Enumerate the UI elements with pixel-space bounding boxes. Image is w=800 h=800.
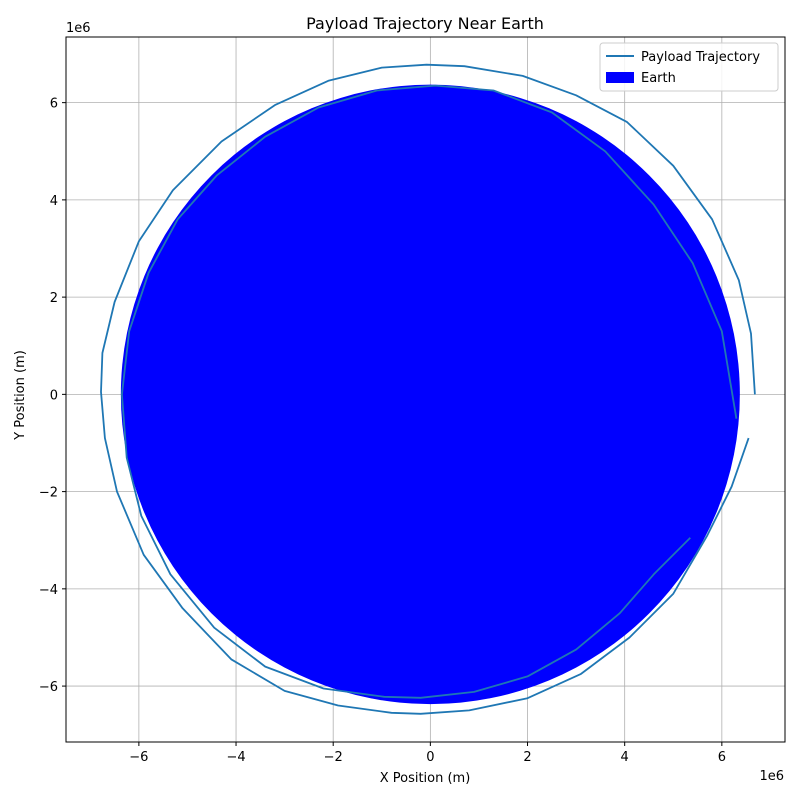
y-tick-label: −2 <box>39 486 58 501</box>
legend-label-payload-trajectory: Payload Trajectory <box>641 50 760 65</box>
y-tick-label: 2 <box>50 291 58 306</box>
legend-box <box>599 42 779 92</box>
plot-content <box>100 63 756 715</box>
y-tick-label: −4 <box>39 583 58 598</box>
plot-area: −6 −4 −2 0 2 4 6 −6 −4 −2 0 2 4 6 <box>39 36 786 765</box>
y-tick-label: 0 <box>50 388 58 403</box>
x-tick-label: −2 <box>324 750 343 765</box>
y-axis-label: Y Position (m) <box>13 350 28 441</box>
trajectory-orbit-2 <box>121 84 738 699</box>
legend-label-earth: Earth <box>641 71 676 86</box>
x-tick-label: −6 <box>129 750 148 765</box>
y-tick-label: 4 <box>50 194 58 209</box>
x-tick-label: 6 <box>718 750 726 765</box>
ticks: −6 −4 −2 0 2 4 6 −6 −4 −2 0 2 4 6 <box>39 97 726 765</box>
y-axis-offset-label: 1e6 <box>66 21 91 36</box>
x-tick-label: −4 <box>226 750 245 765</box>
x-tick-label: 2 <box>523 750 531 765</box>
legend-swatch-earth <box>606 72 634 83</box>
x-tick-label: 4 <box>621 750 629 765</box>
axes-frame <box>65 36 786 743</box>
x-axis-label: X Position (m) <box>380 771 471 786</box>
x-tick-label: 0 <box>426 750 434 765</box>
y-tick-label: 6 <box>50 97 58 112</box>
earth-disk <box>120 84 740 705</box>
y-tick-label: −6 <box>39 680 58 695</box>
legend: Payload Trajectory Earth <box>599 42 779 92</box>
trajectory-orbit-1 <box>100 63 756 715</box>
x-axis-offset-label: 1e6 <box>759 769 784 784</box>
chart-title: Payload Trajectory Near Earth <box>306 14 544 33</box>
